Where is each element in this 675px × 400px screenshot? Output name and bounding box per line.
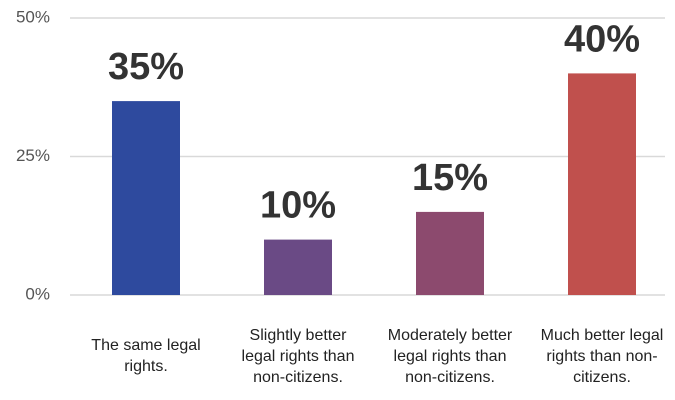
x-tick-label: The same legal rights.	[91, 337, 201, 375]
x-tick-label: Much better legal rights than non-citize…	[540, 326, 664, 386]
bar	[416, 211, 484, 295]
y-tick-label: 0%	[25, 284, 50, 303]
x-tick-label: Moderately better legal rights than non-…	[387, 326, 513, 386]
x-tick-label: Slightly better legal rights than non-ci…	[241, 326, 355, 386]
value-label: 35%	[108, 46, 184, 88]
y-tick-label: 25%	[16, 146, 50, 165]
bar	[264, 239, 332, 295]
value-label: 10%	[260, 185, 336, 227]
y-tick-label: 50%	[16, 7, 50, 26]
bar	[112, 101, 180, 295]
value-label: 15%	[412, 157, 488, 199]
bar	[568, 73, 636, 296]
value-label: 40%	[564, 18, 640, 60]
